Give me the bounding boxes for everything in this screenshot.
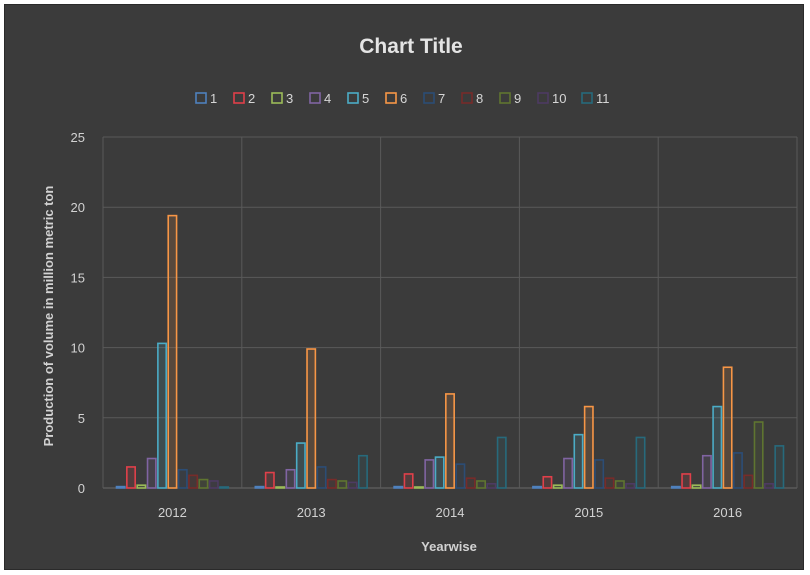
- bar-series-10: [625, 482, 636, 489]
- bar-series-11: [774, 445, 785, 489]
- bar-series-5: [573, 433, 584, 489]
- x-tick-label: 2013: [297, 505, 326, 520]
- bar-series-3: [413, 486, 424, 489]
- x-axis-label: Yearwise: [421, 539, 477, 554]
- y-tick-label: 10: [71, 341, 85, 356]
- legend-swatch-3: [271, 92, 283, 104]
- legend-label-11: 11: [596, 91, 610, 106]
- legend-label-1: 1: [210, 91, 217, 106]
- bar-series-1: [532, 485, 543, 489]
- legend-swatch-6: [385, 92, 397, 104]
- bar-series-3: [136, 484, 147, 489]
- bar-series-2: [681, 473, 692, 489]
- bar-series-1: [115, 485, 126, 489]
- bar-series-2: [542, 475, 553, 489]
- bar-series-11: [635, 436, 646, 489]
- y-tick-label: 15: [71, 270, 85, 285]
- bar-series-10: [486, 482, 497, 489]
- legend-label-9: 9: [514, 91, 521, 106]
- x-axis-ticks: 2012 2013 2014 2015 2016: [158, 505, 742, 520]
- legend-label-5: 5: [362, 91, 369, 106]
- bar-series-7: [316, 466, 327, 489]
- bar-series-2: [126, 466, 136, 489]
- legend-swatch-9: [499, 92, 511, 104]
- bar-series-9: [753, 421, 764, 489]
- bar-series-1: [254, 485, 265, 489]
- bar-series-5: [295, 442, 306, 489]
- bar-series-4: [146, 457, 157, 489]
- bar-series-9: [476, 480, 487, 489]
- chart-area: Chart Title 1 2 3 4 5 6 7 8 9 10 11 0 5 10 15 20 25 201…: [4, 4, 804, 570]
- bar-series-3: [691, 484, 702, 489]
- legend-swatch-5: [347, 92, 359, 104]
- bar-series-8: [465, 477, 476, 489]
- y-tick-label: 25: [71, 130, 85, 145]
- x-tick-label: 2014: [436, 505, 465, 520]
- bar-series-6: [583, 405, 594, 489]
- bar-series-10: [208, 480, 219, 489]
- bar-series-2: [403, 473, 414, 489]
- bar-series-6: [167, 214, 178, 489]
- bar-series-7: [455, 463, 466, 489]
- bar-series-10: [347, 481, 358, 489]
- bar-series-1: [670, 485, 681, 489]
- bar-series-2: [264, 471, 275, 489]
- x-tick-label: 2015: [574, 505, 603, 520]
- x-tick-label: 2016: [713, 505, 742, 520]
- legend: 1 2 3 4 5 6 7 8 9 10 11: [195, 91, 610, 106]
- bar-series-7: [732, 452, 743, 489]
- y-axis-label: Production of volume in million metric t…: [41, 186, 56, 447]
- bar-series-4: [563, 457, 574, 489]
- legend-label-6: 6: [400, 91, 407, 106]
- legend-label-10: 10: [552, 91, 566, 106]
- bar-series-8: [743, 474, 754, 489]
- bar-series-5: [712, 405, 723, 489]
- x-tick-label: 2012: [158, 505, 187, 520]
- legend-label-8: 8: [476, 91, 483, 106]
- bar-series-7: [177, 468, 188, 489]
- bar-series-4: [701, 454, 712, 489]
- bar-series-4: [285, 468, 296, 489]
- bar-series-8: [326, 478, 337, 489]
- legend-swatch-8: [461, 92, 473, 104]
- legend-swatch-4: [309, 92, 321, 104]
- bar-series-1: [393, 485, 404, 489]
- bar-series-11: [357, 454, 368, 489]
- legend-swatch-10: [537, 92, 549, 104]
- bar-series-5: [434, 456, 445, 489]
- y-tick-label: 20: [71, 200, 85, 215]
- bar-series-11: [496, 436, 507, 489]
- gridlines: [102, 136, 798, 489]
- bar-series-3: [552, 484, 563, 489]
- legend-swatch-11: [581, 92, 593, 104]
- bar-series-4: [424, 459, 435, 489]
- chart-title: Chart Title: [359, 35, 462, 58]
- legend-label-4: 4: [324, 91, 331, 106]
- legend-label-7: 7: [438, 91, 445, 106]
- legend-swatch-1: [195, 92, 207, 104]
- bar-series-11: [219, 486, 230, 489]
- bar-series-9: [337, 480, 348, 489]
- y-tick-label: 5: [78, 411, 85, 426]
- bar-series-8: [188, 474, 199, 489]
- bar-series-3: [275, 486, 286, 489]
- legend-label-2: 2: [248, 91, 255, 106]
- bar-series-6: [306, 348, 317, 489]
- bar-series-8: [604, 477, 615, 489]
- bar-chart: Chart Title 1 2 3 4 5 6 7 8 9 10 11 0 5 10 15 20 25 201…: [41, 35, 798, 554]
- bar-series-5: [157, 342, 168, 489]
- bar-series-9: [614, 480, 625, 489]
- legend-swatch-7: [423, 92, 435, 104]
- y-tick-label: 0: [78, 481, 85, 496]
- bars: [115, 214, 785, 489]
- bar-series-7: [594, 459, 605, 489]
- legend-label-3: 3: [286, 91, 293, 106]
- bar-series-10: [764, 482, 774, 489]
- legend-swatch-2: [233, 92, 245, 104]
- bar-series-9: [198, 478, 209, 489]
- bar-series-6: [722, 366, 733, 489]
- y-axis-ticks: 0 5 10 15 20 25: [71, 130, 85, 496]
- bar-series-6: [445, 393, 455, 489]
